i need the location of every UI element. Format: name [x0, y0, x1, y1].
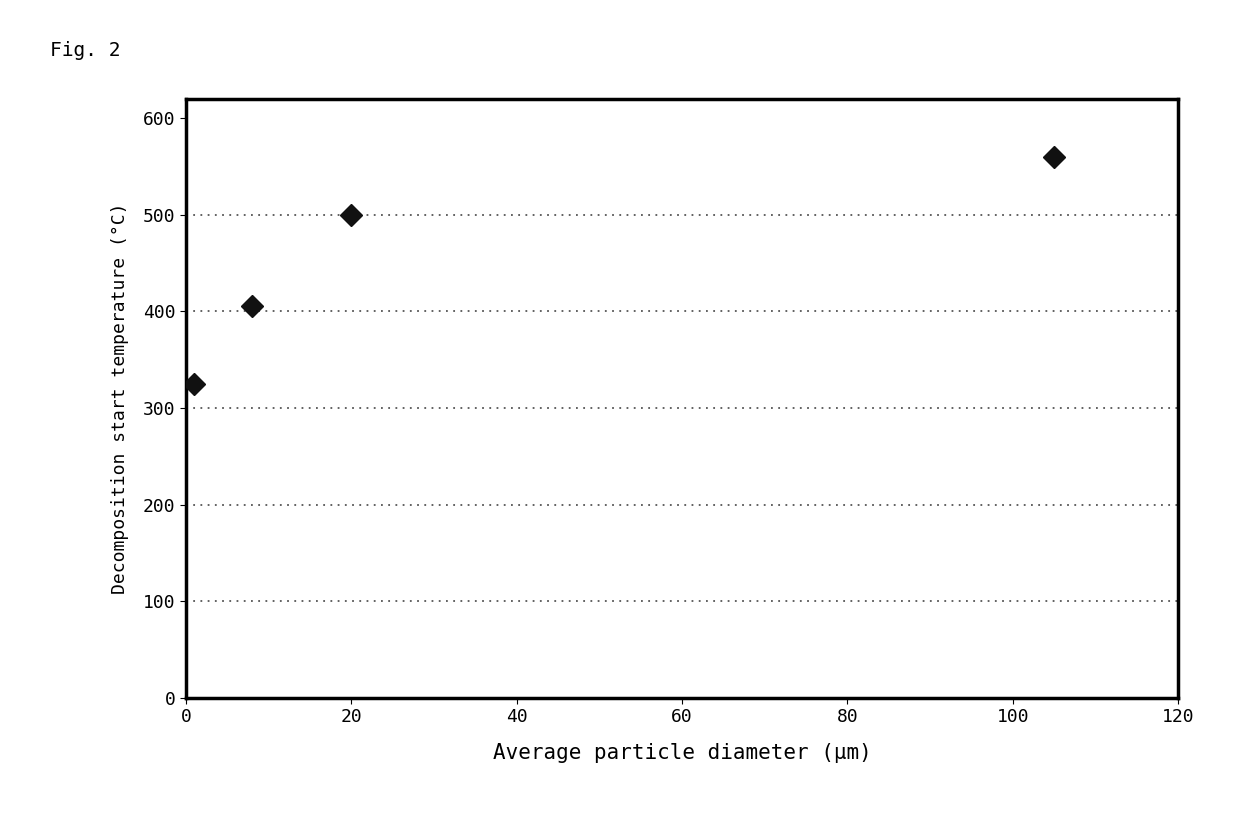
X-axis label: Average particle diameter (μm): Average particle diameter (μm)	[492, 743, 872, 763]
Y-axis label: Decomposition start temperature (°C): Decomposition start temperature (°C)	[112, 203, 129, 594]
Text: Fig. 2: Fig. 2	[50, 41, 120, 60]
